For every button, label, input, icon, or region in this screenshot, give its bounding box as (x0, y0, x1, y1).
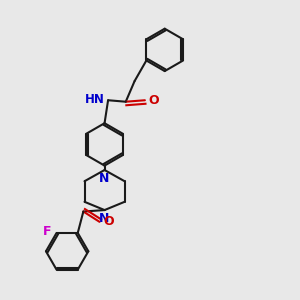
Text: N: N (99, 212, 110, 225)
Text: F: F (43, 225, 51, 238)
Text: N: N (99, 172, 110, 185)
Text: O: O (148, 94, 159, 107)
Text: O: O (103, 215, 114, 228)
Text: HN: HN (85, 93, 105, 106)
